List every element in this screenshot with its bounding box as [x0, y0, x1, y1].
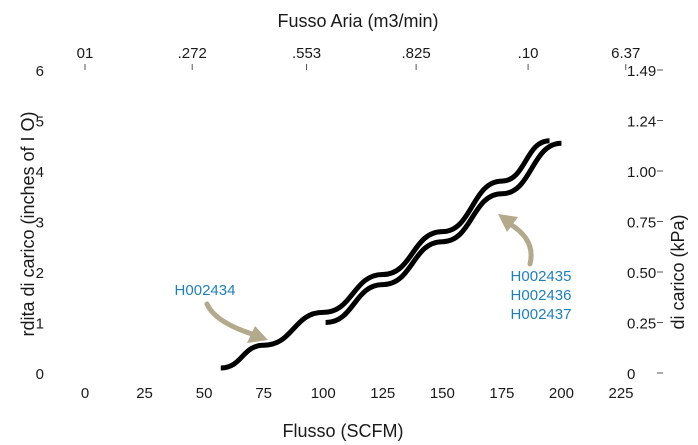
right-axis-title: di carico (kPa)	[668, 214, 688, 329]
annotation-arrowhead	[498, 214, 518, 232]
x-tick-label: 225	[608, 385, 633, 402]
annotation-arrow	[507, 221, 534, 267]
top-tick-label: .825	[402, 45, 431, 62]
x-tick-label: 125	[370, 385, 395, 402]
y-tick-label: 1	[36, 316, 44, 333]
x-tick-label: 200	[549, 385, 574, 402]
annotation-label: H002435	[511, 268, 572, 285]
y-tick-label: 2	[36, 265, 44, 282]
top-axis-title: Fusso Aria (m3/min)	[277, 11, 438, 31]
series-line-1	[220, 138, 550, 371]
top-tick-label: .10	[518, 45, 539, 62]
annotation-arrowhead	[247, 326, 268, 343]
right-tick-label: 0.25	[627, 316, 656, 333]
y-tick-label: 6	[36, 63, 44, 80]
top-tick-label: 01	[77, 45, 94, 62]
annotation-layer: H002434 H002435 H002436 H002437	[175, 214, 572, 343]
series-line-2	[325, 140, 562, 325]
right-tick-label: 1.49	[627, 63, 656, 80]
annotation-arrow	[204, 301, 255, 337]
top-tick-label: 6.37	[611, 45, 640, 62]
x-tick-label: 100	[311, 385, 336, 402]
right-tick-label: 0	[627, 366, 635, 383]
right-tick-label: 0.50	[627, 265, 656, 282]
annotation-label: H002434	[175, 282, 236, 299]
top-tick-label: .553	[292, 45, 321, 62]
y-tick-label: 0	[36, 366, 44, 383]
x-tick-label: 50	[196, 385, 213, 402]
x-tick-label: 25	[136, 385, 153, 402]
right-tick-label: 1.00	[627, 164, 656, 181]
right-tick-label: 1.24	[627, 114, 656, 131]
y-tick-label: 4	[36, 164, 44, 181]
top-tick-label: .272	[178, 45, 207, 62]
series-layer	[220, 138, 562, 371]
annotation-label: H002436	[511, 287, 572, 304]
right-tick-label: 0.75	[627, 215, 656, 232]
x-tick-label: 0	[81, 385, 89, 402]
tick-layer: 0 25 50 75 100 125 150 175 200 225012345601.272.5…	[36, 45, 663, 402]
y-tick-label: 5	[36, 114, 44, 131]
x-tick-label: 75	[255, 385, 272, 402]
x-tick-label: 175	[489, 385, 514, 402]
y-tick-label: 3	[36, 215, 44, 232]
annotation-label: H002437	[511, 306, 572, 323]
y-axis-title: rdita di carico (inches of I O)	[18, 111, 38, 336]
x-axis-title: Flusso (SCFM)	[283, 421, 404, 441]
x-tick-label: 150	[430, 385, 455, 402]
